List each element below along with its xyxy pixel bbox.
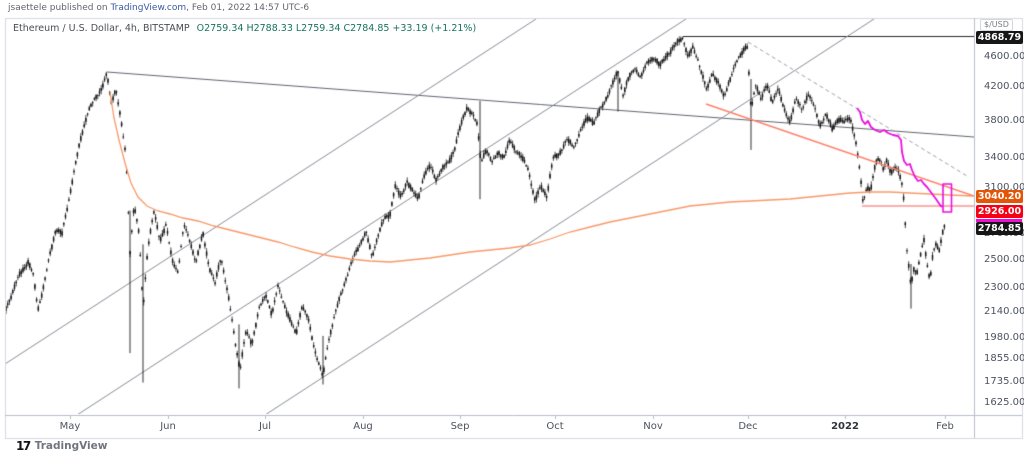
time-tick-label: May (59, 421, 81, 432)
symbol-title: Ethereum / U.S. Dollar, 4h, BITSTAMP (13, 23, 190, 34)
price-level-badge: 2926.00 (976, 205, 1023, 218)
price-tick-label: 3400.00 (984, 151, 1024, 163)
price-level-badge: 4868.79 (976, 30, 1023, 44)
time-tick-label: Oct (546, 421, 564, 432)
time-tick-label: Jun (160, 421, 176, 432)
tradingview-footer[interactable]: 17 TradingView (16, 440, 107, 452)
time-tick-label: Aug (353, 421, 373, 432)
price-tick-label: 1980.00 (984, 331, 1024, 343)
price-tick-label: 3100.00 (984, 182, 1024, 194)
time-tick-label: 2022 (831, 421, 859, 432)
price-tick-label: 4600.00 (984, 51, 1024, 62)
time-tick-label: Dec (738, 421, 758, 432)
price-tick-label: 4200.00 (984, 81, 1024, 93)
symbol-legend: Ethereum / U.S. Dollar, 4h, BITSTAMP O27… (13, 23, 476, 34)
price-axis-unit: $/USD (980, 19, 1013, 31)
price-tick-label: 2140.00 (984, 305, 1024, 317)
magenta-axis-marker (976, 218, 1022, 222)
time-tick-label: Sep (450, 421, 470, 432)
time-tick-label: Feb (936, 421, 954, 432)
price-tick-label: 1855.00 (984, 353, 1024, 365)
price-tick-label: 2300.00 (984, 281, 1024, 293)
tradingview-brand-text: TradingView (34, 440, 108, 452)
price-tick-label: 3800.00 (984, 114, 1024, 126)
time-tick-label: Jul (258, 421, 272, 432)
tradingview-logo-icon: 17 (16, 439, 31, 453)
price-tick-label: 1735.00 (984, 375, 1024, 387)
price-tick-label: 2500.00 (984, 253, 1024, 265)
price-level-badge: 3040.20 (976, 190, 1023, 203)
price-level-badge: 2784.85 (976, 222, 1023, 235)
price-tick-label: 1625.00 (984, 397, 1024, 409)
time-tick-label: Nov (643, 421, 663, 432)
ohlc-values: O2759.34 H2788.33 L2759.34 C2784.85 +33.… (196, 23, 477, 34)
